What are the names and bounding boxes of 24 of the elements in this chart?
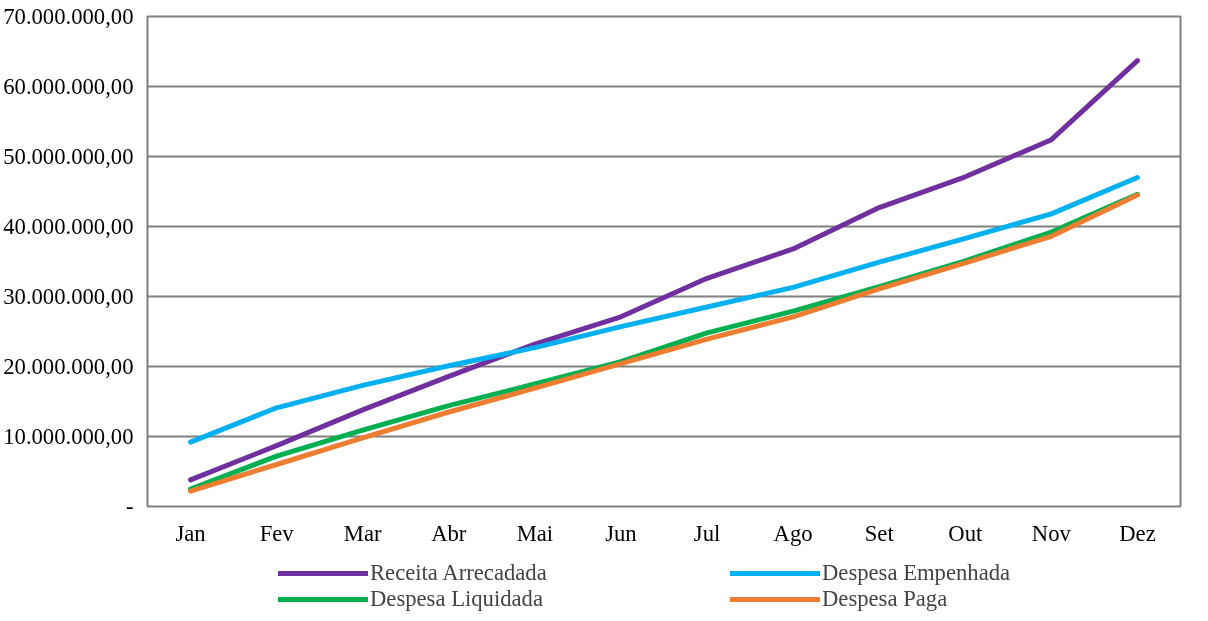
x-tick-label: Abr xyxy=(431,520,467,546)
x-tick-label: Set xyxy=(864,520,895,546)
x-tick-label: Jun xyxy=(605,520,637,546)
legend-label: Receita Arrecadada xyxy=(370,560,548,586)
y-tick-label: - xyxy=(125,494,134,519)
x-tick-label: Mai xyxy=(516,520,554,546)
y-tick-label: 70.000.000,00 xyxy=(3,4,134,29)
x-tick-label: Mar xyxy=(343,520,383,546)
legend-label: Despesa Empenhada xyxy=(822,560,1012,586)
y-tick-label: 60.000.000,00 xyxy=(3,74,134,99)
y-tick-label: 20.000.000,00 xyxy=(3,354,134,379)
legend-label: Despesa Paga xyxy=(822,586,949,612)
y-tick-label: 10.000.000,00 xyxy=(3,424,134,449)
legend-label: Despesa Liquidada xyxy=(370,586,544,612)
y-tick-label: 40.000.000,00 xyxy=(3,214,134,239)
y-tick-label: 30.000.000,00 xyxy=(3,284,134,309)
x-tick-label: Ago xyxy=(773,520,813,546)
x-tick-label: Fev xyxy=(259,520,295,546)
x-tick-label: Jan xyxy=(175,520,206,546)
x-tick-label: Nov xyxy=(1031,520,1072,546)
x-tick-label: Out xyxy=(948,520,983,546)
x-tick-label: Dez xyxy=(1119,520,1156,546)
x-tick-label: Jul xyxy=(693,520,721,546)
y-tick-label: 50.000.000,00 xyxy=(3,144,134,169)
